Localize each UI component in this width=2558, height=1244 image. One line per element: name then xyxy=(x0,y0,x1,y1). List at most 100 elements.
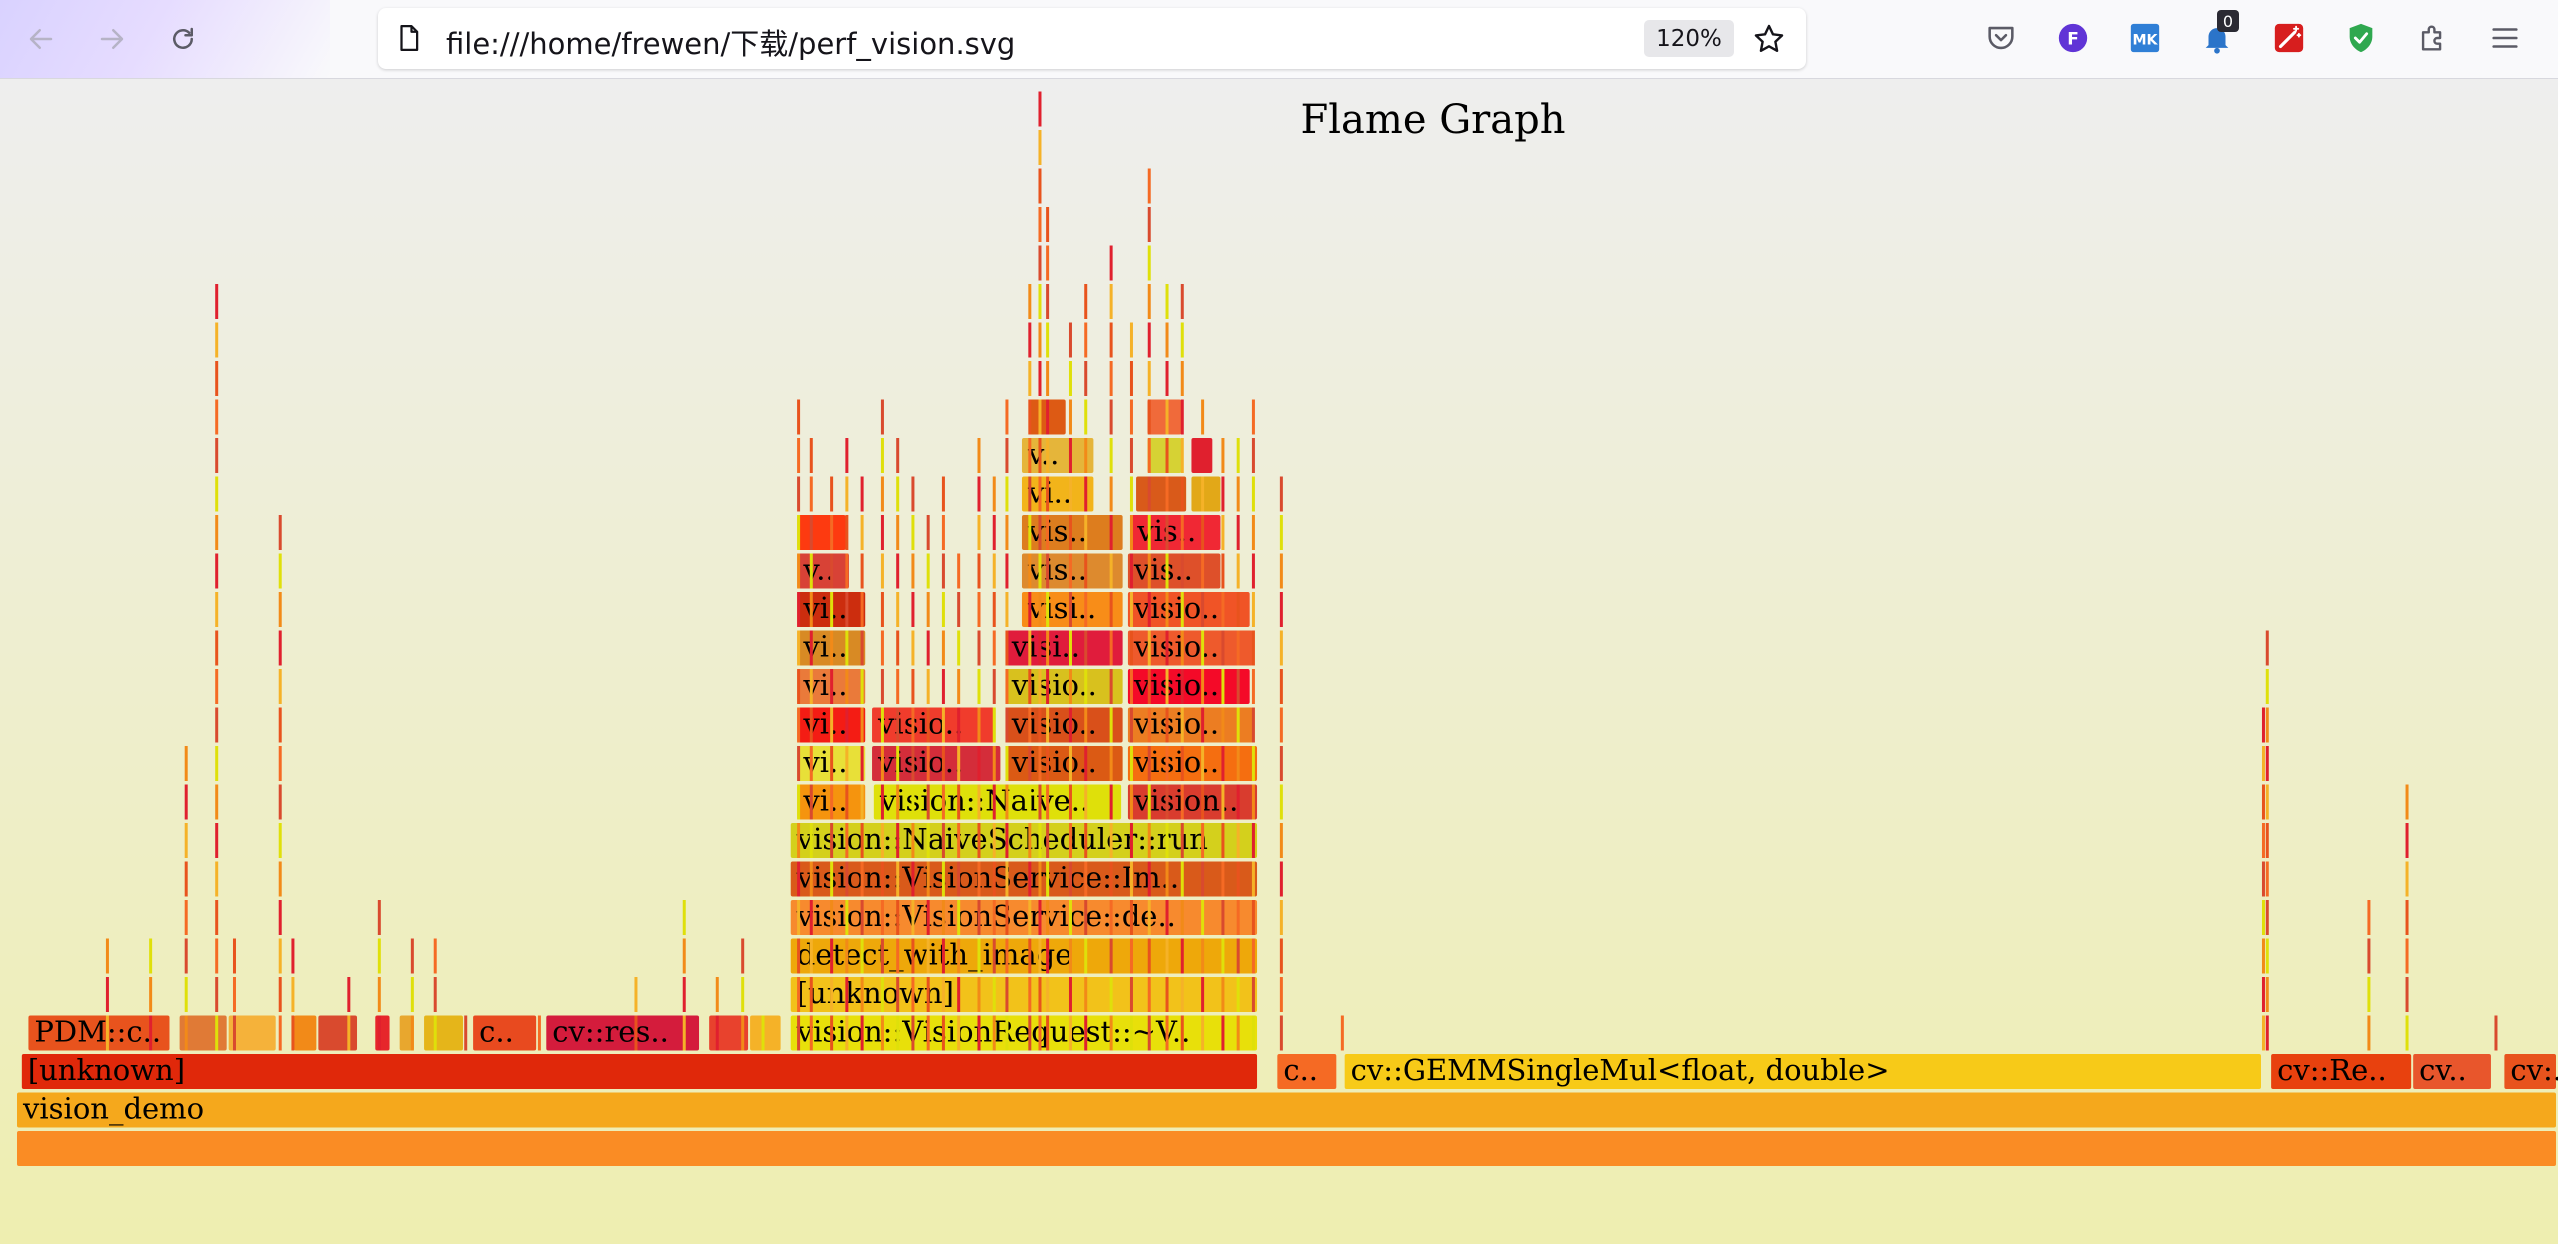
flame-frame-sliver[interactable] xyxy=(2265,784,2269,820)
flame-frame-sliver[interactable] xyxy=(1236,861,1240,897)
flame-frame-sliver[interactable] xyxy=(1084,1015,1088,1051)
flame-frame-sliver[interactable] xyxy=(860,823,864,858)
flame-frame-rect[interactable] xyxy=(21,1054,1258,1089)
flame-frame-sliver[interactable] xyxy=(896,900,900,935)
flame-frame-sliver[interactable] xyxy=(1236,938,1240,974)
flame-frame-sliver[interactable] xyxy=(1201,630,1205,666)
flame-frame-sliver[interactable] xyxy=(880,515,884,550)
flame-frame-sliver[interactable] xyxy=(1005,938,1009,974)
flame-frame-sliver[interactable] xyxy=(1084,515,1088,550)
flame-frame-sliver[interactable] xyxy=(830,707,834,743)
flame-frame-sliver[interactable] xyxy=(1279,823,1283,858)
flame-frame-sliver[interactable] xyxy=(1129,823,1133,858)
flame-frame-sliver[interactable] xyxy=(741,938,745,974)
flame-frame-sliver[interactable] xyxy=(830,900,834,935)
flame-frame-sliver[interactable] xyxy=(809,938,813,974)
flame-frame-sliver[interactable] xyxy=(797,669,801,704)
flame-frame-sliver[interactable] xyxy=(911,476,915,512)
flame-frame-sliver[interactable] xyxy=(715,977,719,1012)
flame-frame-sliver[interactable] xyxy=(977,630,981,666)
flame-frame-sliver[interactable] xyxy=(2405,1015,2409,1051)
flame-frame-sliver[interactable] xyxy=(278,592,282,627)
flame-frame-sliver[interactable] xyxy=(896,746,900,781)
flame-frame-sliver[interactable] xyxy=(1279,669,1283,704)
flame-frame-sliver[interactable] xyxy=(715,1015,719,1051)
flame-frame-sliver[interactable] xyxy=(896,630,900,666)
back-button[interactable] xyxy=(16,14,66,64)
flame-frame-sliver[interactable] xyxy=(347,977,351,1012)
flame-frame-sliver[interactable] xyxy=(1028,284,1032,319)
flame-frame[interactable] xyxy=(1147,399,1182,435)
flame-frame-sliver[interactable] xyxy=(1340,1015,1344,1051)
flame-frame-sliver[interactable] xyxy=(1084,322,1088,358)
flame-frame-sliver[interactable] xyxy=(797,900,801,935)
flame-frame-sliver[interactable] xyxy=(1084,938,1088,974)
flame-frame-sliver[interactable] xyxy=(1147,284,1151,319)
flame-frame-sliver[interactable] xyxy=(1147,399,1151,435)
flame-frame-rect[interactable] xyxy=(1127,553,1221,589)
flame-frame-sliver[interactable] xyxy=(1038,592,1042,627)
flame-frame-sliver[interactable] xyxy=(1005,707,1009,743)
flame-frame-sliver[interactable] xyxy=(977,938,981,974)
flame-frame[interactable]: PDM::c.. xyxy=(28,1015,170,1051)
flame-frame-sliver[interactable] xyxy=(1251,630,1255,666)
flame-frame-sliver[interactable] xyxy=(1147,938,1151,974)
flame-frame-sliver[interactable] xyxy=(2367,977,2371,1012)
flame-frame-sliver[interactable] xyxy=(977,861,981,897)
flame-frame-sliver[interactable] xyxy=(1109,1015,1113,1051)
flame-frame-sliver[interactable] xyxy=(845,746,849,781)
flame-frame[interactable]: visi.. xyxy=(1021,591,1123,627)
flame-frame-sliver[interactable] xyxy=(1129,669,1133,704)
flame-frame-sliver[interactable] xyxy=(1180,515,1184,550)
flame-frame-sliver[interactable] xyxy=(830,1015,834,1051)
flame-frame-sliver[interactable] xyxy=(215,553,219,589)
flame-frame-rect[interactable] xyxy=(1127,669,1250,704)
flame-frame-sliver[interactable] xyxy=(1180,938,1184,974)
flame-frame-sliver[interactable] xyxy=(1180,553,1184,589)
flame-frame-sliver[interactable] xyxy=(215,977,219,1012)
flame-frame-sliver[interactable] xyxy=(1068,784,1072,820)
flame-frame-sliver[interactable] xyxy=(1147,438,1151,473)
flame-frame-sliver[interactable] xyxy=(1251,938,1255,974)
flame-frame-sliver[interactable] xyxy=(1046,322,1050,358)
flame-frame-sliver[interactable] xyxy=(1165,476,1169,512)
flame-frame-sliver[interactable] xyxy=(911,592,915,627)
flame-frame[interactable] xyxy=(318,1015,358,1051)
flame-frame-sliver[interactable] xyxy=(1028,746,1032,781)
flame-frame-sliver[interactable] xyxy=(1221,861,1225,897)
flame-frame-sliver[interactable] xyxy=(1180,630,1184,666)
flame-frame-sliver[interactable] xyxy=(926,784,930,820)
flame-frame-sliver[interactable] xyxy=(896,823,900,858)
flame-frame-sliver[interactable] xyxy=(2261,784,2265,820)
flame-frame-sliver[interactable] xyxy=(1147,669,1151,704)
flame-frame-sliver[interactable] xyxy=(1005,746,1009,781)
flame-frame-sliver[interactable] xyxy=(992,977,996,1012)
flame-frame-rect[interactable] xyxy=(873,784,1122,820)
flame-frame[interactable]: vision_demo xyxy=(17,1092,2556,1128)
flame-frame-sliver[interactable] xyxy=(215,399,219,435)
flame-frame[interactable] xyxy=(1147,438,1182,473)
flame-frame[interactable]: v.. xyxy=(1021,437,1094,473)
flame-frame-sliver[interactable] xyxy=(1046,592,1050,627)
flame-frame-sliver[interactable] xyxy=(1279,977,1283,1012)
flame-frame-sliver[interactable] xyxy=(2265,823,2269,858)
flame-frame-sliver[interactable] xyxy=(957,861,961,897)
flame-frame-sliver[interactable] xyxy=(926,977,930,1012)
flame-frame-sliver[interactable] xyxy=(1046,399,1050,435)
flame-frame-sliver[interactable] xyxy=(1028,592,1032,627)
flame-frame[interactable]: detect_with_image xyxy=(790,938,1258,974)
flame-frame-sliver[interactable] xyxy=(1180,592,1184,627)
flame-frame-sliver[interactable] xyxy=(1165,630,1169,666)
flame-frame-sliver[interactable] xyxy=(1038,476,1042,512)
flame-frame-sliver[interactable] xyxy=(1038,938,1042,974)
flame-frame-sliver[interactable] xyxy=(1251,476,1255,512)
flame-frame[interactable]: visio.. xyxy=(1005,668,1123,704)
flame-frame-sliver[interactable] xyxy=(797,938,801,974)
flame-frame-sliver[interactable] xyxy=(797,861,801,897)
flame-frame-sliver[interactable] xyxy=(845,515,849,550)
flame-frame-sliver[interactable] xyxy=(1251,438,1255,473)
flame-frame[interactable]: vi.. xyxy=(1021,476,1094,512)
flame-frame-sliver[interactable] xyxy=(860,515,864,550)
flame-frame[interactable] xyxy=(179,1015,227,1051)
flame-frame-sliver[interactable] xyxy=(1279,861,1283,897)
